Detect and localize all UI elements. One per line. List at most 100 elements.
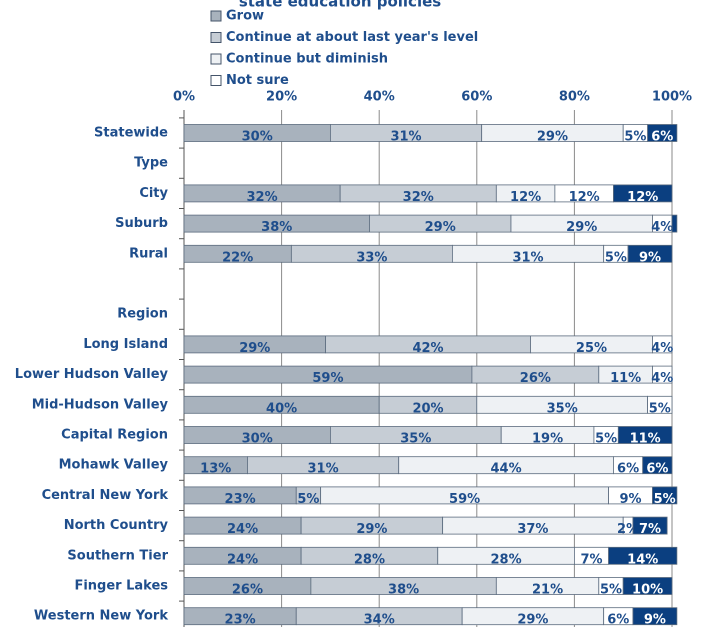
data-label: 38% [388,583,419,598]
data-label: 9% [619,492,641,507]
bar-segment [671,214,678,233]
data-label: 32% [403,190,434,205]
bar-segment [622,577,673,595]
data-label: 26% [232,583,263,598]
legend-swatch [210,10,222,22]
data-label: 25% [576,341,607,356]
data-label: 21% [532,583,563,598]
data-label: 14% [627,552,658,567]
x-tick-label: 0% [173,90,195,105]
legend-label: Continue but diminish [226,52,388,67]
legend-swatch [210,75,222,86]
data-label: 31% [308,462,339,477]
data-label: 24% [227,552,258,567]
x-tick-label: 40% [364,90,395,105]
bar-segment [652,335,673,354]
data-label: 38% [261,220,292,235]
bar-segment [627,244,673,263]
data-label: 9% [644,613,666,627]
data-label: 12% [510,190,541,205]
category-label: North Country [64,518,169,533]
bar-segment [632,607,678,626]
data-label: 23% [225,613,256,627]
bar-segment [617,426,673,444]
data-label: 5% [654,492,676,507]
data-label: 7% [639,522,661,537]
data-label: 29% [239,341,270,356]
x-tick-label: 80% [559,90,590,105]
data-label: 35% [400,432,431,447]
bar-segment [642,456,673,475]
data-label: 12% [627,190,658,205]
data-label: 59% [449,492,480,507]
bar-segment [613,184,673,203]
data-label: 29% [537,130,568,145]
category-label: Rural [129,246,168,261]
chart-title: state education policies [239,0,441,11]
data-label: 37% [517,522,548,537]
data-label: 28% [491,552,522,567]
legend-label: Grow [226,9,264,24]
data-label: 32% [247,190,278,205]
category-label: Central New York [42,488,169,503]
data-label: 29% [517,613,548,627]
legend-label: Not sure [226,73,289,88]
data-label: 20% [412,401,443,416]
data-label: 24% [227,522,258,537]
legend-swatch [210,53,222,65]
x-tick-label: 20% [266,90,297,105]
data-label: 23% [225,492,256,507]
category-label: Mid-Hudson Valley [32,397,169,412]
data-label: 42% [412,341,443,356]
category-label: Capital Region [61,428,168,443]
data-label: 6% [607,613,629,627]
data-label: 33% [356,250,387,265]
bar-segment [647,395,673,414]
data-label: 30% [242,432,273,447]
data-label: 6% [617,462,639,477]
data-label: 7% [580,552,602,567]
legend-swatch [210,32,222,43]
data-label: 59% [312,371,343,386]
data-label: 5% [624,130,646,145]
category-label: Type [134,156,168,171]
data-label: 12% [569,190,600,205]
data-label: 30% [242,130,273,145]
bar-segment [652,486,678,505]
category-label: Region [117,307,168,322]
data-label: 44% [491,462,522,477]
data-label: 19% [532,432,563,447]
data-label: 4% [651,220,673,235]
data-label: 5% [595,432,617,447]
data-label: 6% [651,130,673,145]
data-label: 29% [356,522,387,537]
data-label: 31% [390,130,421,145]
data-label: 34% [364,613,395,627]
category-label: Lower Hudson Valley [15,367,169,382]
data-label: 9% [639,250,661,265]
bar-segment [647,124,678,142]
data-label: 5% [600,583,622,598]
category-label: Finger Lakes [74,579,168,594]
data-label: 29% [566,220,597,235]
data-label: 26% [520,371,551,386]
category-label: Suburb [115,216,168,231]
data-label: 11% [610,371,641,386]
category-label: Western New York [34,609,168,624]
data-label: 5% [605,250,627,265]
category-label: Statewide [94,126,168,141]
data-label: 10% [632,583,663,598]
data-label: 5% [649,401,671,416]
category-label: City [139,186,168,201]
data-label: 4% [651,341,673,356]
data-label: 40% [266,401,297,416]
data-label: 28% [354,552,385,567]
bar-segment [632,516,668,535]
data-label: 31% [512,250,543,265]
data-label: 6% [646,462,668,477]
category-label: Mohawk Valley [59,458,169,473]
x-tick-label: 60% [461,90,492,105]
data-label: 22% [222,250,253,265]
data-label: 29% [425,220,456,235]
